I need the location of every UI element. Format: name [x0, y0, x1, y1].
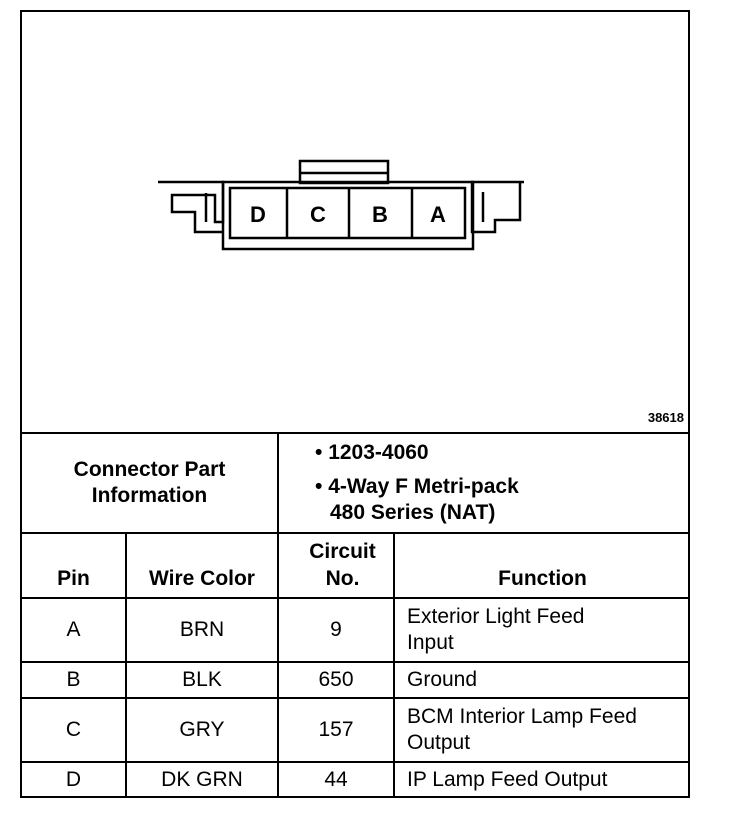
header-circuit: Circuit No. [309, 540, 376, 590]
figure-number: 38618 [647, 410, 684, 425]
connector-body [221, 180, 475, 251]
row-c-circuit: 157 [318, 718, 354, 741]
connector-series: 480 Series (NAT) [330, 501, 496, 524]
row-b-function: Ground [407, 668, 478, 691]
row-a-wire-color: BRN [179, 618, 225, 641]
row-c-function: BCM Interior Lamp Feed Output [407, 705, 637, 754]
part-number: • 1203-4060 [315, 441, 429, 464]
cavity-label-b: B [372, 202, 388, 227]
row-d-circuit: 44 [324, 768, 348, 791]
cavity-label-d: D [250, 202, 266, 227]
part-info-label: Connector Part Information [73, 458, 226, 507]
connector-type: • 4-Way F Metri-pack [315, 475, 519, 498]
row-b-circuit: 650 [318, 668, 354, 691]
connector-chart-frame [20, 10, 690, 798]
row-c-wire-color: GRY [179, 718, 225, 741]
header-wire-color: Wire Color [149, 567, 255, 590]
row-c-pin: C [65, 718, 82, 741]
cavity-label-a: A [430, 202, 446, 227]
row-a-circuit: 9 [330, 618, 342, 641]
row-d-wire-color: DK GRN [161, 768, 243, 791]
row-b-pin: B [66, 668, 81, 691]
row-a-function: Exterior Light Feed Input [407, 605, 585, 654]
connector-face-drawing: D C B A [158, 159, 524, 251]
row-d-pin: D [65, 768, 82, 791]
part-info-list: • 1203-4060 • 4-Way F Metri-pack 480 Ser… [315, 440, 519, 526]
header-pin: Pin [57, 567, 90, 590]
cavity-label-c: C [310, 202, 326, 227]
row-a-pin: A [66, 618, 81, 641]
row-d-function: IP Lamp Feed Output [407, 768, 608, 791]
right-latch [470, 180, 524, 234]
header-function: Function [498, 567, 587, 590]
left-latch [158, 180, 225, 234]
row-b-wire-color: BLK [182, 668, 222, 691]
